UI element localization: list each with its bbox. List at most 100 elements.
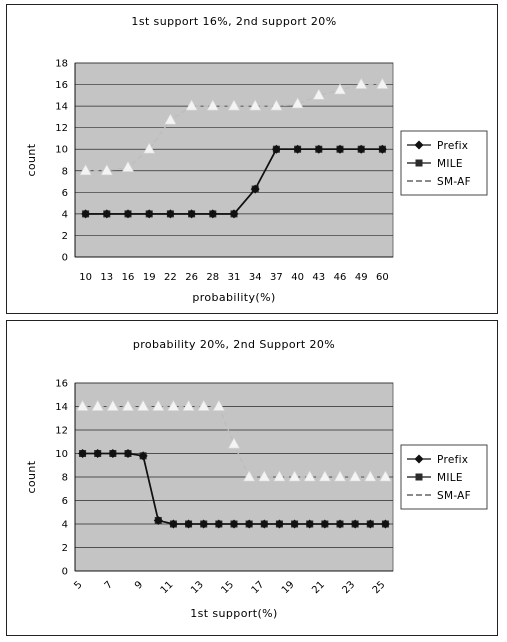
chart-1-x-tick-label: 43 bbox=[312, 272, 325, 283]
chart-2-title: probability 20%, 2nd Support 20% bbox=[133, 338, 335, 351]
chart-1-plot-area bbox=[74, 62, 394, 258]
chart-1-prefix-point bbox=[250, 184, 260, 194]
chart-1-y-tick-label: 6 bbox=[62, 188, 68, 199]
chart-2-x-tick-label: 25 bbox=[371, 579, 388, 596]
chart-1-svg: 1st support 16%, 2nd support 20%02468101… bbox=[25, 15, 488, 304]
chart-2-y-tick-label: 2 bbox=[62, 543, 68, 554]
chart-2-sm-af-point bbox=[91, 399, 104, 411]
chart-2-sm-af-point bbox=[106, 399, 119, 411]
chart-1-prefix-point bbox=[81, 209, 91, 219]
chart-2-sm-af-point bbox=[243, 470, 256, 482]
chart-1-sm-af-point bbox=[185, 99, 198, 111]
chart-1-x-tick-label: 19 bbox=[143, 272, 156, 283]
chart-1-legend-marker-mile bbox=[415, 159, 423, 167]
chart-2-x-tick-label: 23 bbox=[340, 579, 357, 596]
chart-1-prefix-point bbox=[208, 209, 218, 219]
chart-2-x-tick-label: 21 bbox=[310, 579, 327, 596]
chart-1-prefix-point bbox=[102, 209, 112, 219]
chart-1-sm-af-point bbox=[376, 77, 389, 89]
chart-1-legend: Prefix MILE SM-AF bbox=[400, 130, 488, 196]
chart-2-svg: probability 20%, 2nd Support 20% 0 2 4 6 8 10 1… bbox=[25, 338, 488, 620]
chart-1-prefix-point bbox=[123, 209, 133, 219]
chart-2-sm-af-point bbox=[333, 470, 347, 482]
chart-2-sm-af-point bbox=[303, 470, 316, 482]
chart-2-x-tick-label: 7 bbox=[103, 579, 115, 591]
chart-2-prefix-point bbox=[365, 519, 375, 529]
chart-1-legend-marker-prefix bbox=[414, 140, 424, 150]
chart-2-prefix-point bbox=[335, 519, 345, 529]
chart-2-series-prefix bbox=[78, 449, 390, 529]
chart-1-prefix-point bbox=[165, 209, 175, 219]
chart-2-legend: Prefix MILE SM-AF bbox=[400, 444, 488, 510]
chart-2-prefix-point bbox=[138, 451, 148, 461]
chart-1-sm-af-point bbox=[79, 164, 92, 176]
chart-2-prefix-point bbox=[259, 519, 269, 529]
chart-2-y-axis-label: count bbox=[25, 460, 38, 493]
chart-1-x-tick-label: 26 bbox=[185, 272, 198, 283]
chart-1-x-tick-label: 37 bbox=[270, 272, 283, 283]
chart-2-prefix-point bbox=[320, 519, 330, 529]
chart-1-sm-af-point bbox=[143, 142, 156, 154]
chart-2-x-tick-label: 9 bbox=[133, 579, 145, 591]
chart-2-prefix-point bbox=[380, 519, 390, 529]
chart-2-sm-af-point bbox=[258, 470, 271, 482]
chart-1-series-prefix bbox=[81, 144, 387, 219]
chart-2-prefix-point bbox=[199, 519, 209, 529]
chart-2-sm-af-point bbox=[197, 399, 210, 411]
chart-1-sm-af-point bbox=[121, 160, 135, 172]
chart-2-sm-af-point bbox=[76, 399, 89, 411]
chart-1-sm-af-point bbox=[227, 99, 241, 111]
chart-1-sm-af-point bbox=[270, 99, 283, 111]
chart-2-prefix-point bbox=[229, 519, 239, 529]
chart-2-prefix-point bbox=[123, 449, 133, 458]
chart-1-x-tick-label: 16 bbox=[122, 272, 135, 283]
chart-2-x-tick-label: 13 bbox=[189, 579, 206, 596]
chart-1-legend-label-prefix: Prefix bbox=[437, 140, 468, 152]
chart-2-sm-af-point bbox=[167, 399, 180, 411]
chart-2-sm-af-point bbox=[121, 399, 135, 411]
chart-2-prefix-point bbox=[244, 519, 254, 529]
chart-1-y-tick-label: 12 bbox=[55, 123, 68, 134]
chart-1-y-tick-label: 18 bbox=[55, 59, 68, 70]
chart-1-y-axis-label: count bbox=[25, 143, 38, 176]
chart-2-x-tick-label: 15 bbox=[219, 579, 236, 596]
chart-1-sm-af-point bbox=[333, 83, 347, 95]
chart-2-y-tick-label: 4 bbox=[62, 520, 68, 531]
chart-2-sm-af-point bbox=[137, 399, 150, 411]
chart-1-prefix-point bbox=[377, 144, 387, 154]
chart-2-sm-af-point bbox=[182, 399, 195, 411]
chart-2-legend-label-prefix: Prefix bbox=[437, 454, 468, 466]
chart-2-y-tick-label: 12 bbox=[55, 426, 68, 437]
chart-2-x-tick-label: 19 bbox=[280, 579, 297, 596]
chart-1-sm-af-point bbox=[312, 88, 325, 100]
chart-1-y-tick-label: 0 bbox=[62, 253, 68, 264]
chart-2-prefix-point bbox=[290, 519, 300, 529]
chart-1-legend-label-sm-af: SM-AF bbox=[437, 176, 471, 188]
chart-2-x-tick-label: 5 bbox=[72, 579, 84, 591]
chart-2-legend-label-sm-af: SM-AF bbox=[437, 490, 471, 502]
chart-1-sm-af-point bbox=[164, 113, 177, 125]
chart-2-legend-marker-prefix bbox=[414, 454, 424, 464]
chart-1-x-tick-label: 34 bbox=[249, 272, 262, 283]
chart-1-x-tick-label: 40 bbox=[291, 272, 304, 283]
chart-2-prefix-point bbox=[108, 449, 118, 458]
chart-1-legend-label-mile: MILE bbox=[437, 158, 463, 170]
chart-2-prefix-point bbox=[274, 519, 284, 529]
chart-1-y-tick-label: 14 bbox=[55, 102, 68, 113]
chart-2-prefix-point bbox=[78, 449, 88, 458]
chart-2-sm-af-point bbox=[318, 470, 331, 482]
chart-1-x-tick-label: 46 bbox=[334, 272, 347, 283]
chart-1-series-sm-af bbox=[79, 77, 389, 176]
chart-1-prefix-point bbox=[187, 209, 197, 219]
chart-1-y-tick-label: 10 bbox=[55, 145, 68, 156]
chart-2-prefix-point bbox=[168, 519, 178, 529]
chart-2-prefix-point bbox=[93, 449, 103, 458]
chart-1-sm-af-point bbox=[291, 97, 304, 109]
chart-1-y-tick-label: 16 bbox=[55, 80, 68, 91]
chart-2-y-tick-label: 0 bbox=[62, 567, 68, 578]
chart-2-prefix-point bbox=[153, 515, 163, 525]
chart-1-sm-af-line bbox=[85, 83, 383, 172]
chart-1-x-tick-label: 49 bbox=[355, 272, 368, 283]
chart-2-y-tick-label: 10 bbox=[55, 449, 68, 460]
chart-2-y-tick-label: 6 bbox=[62, 496, 68, 507]
